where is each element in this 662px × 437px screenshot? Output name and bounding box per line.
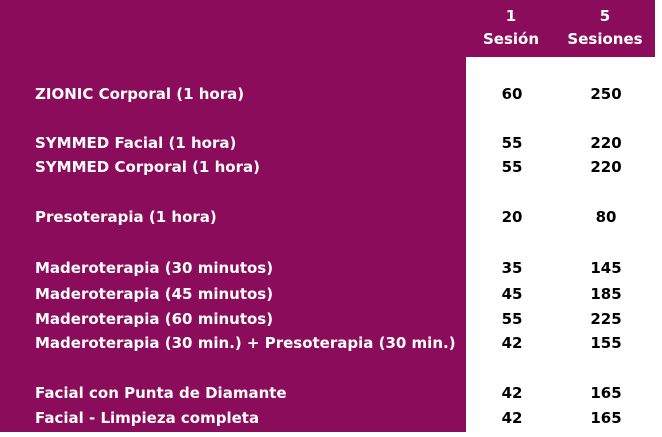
service-label: Presoterapia (1 hora)	[35, 208, 217, 226]
service-label: ZIONIC Corporal (1 hora)	[35, 85, 245, 103]
service-label: Maderoterapia (30 min.) + Presoterapia (…	[35, 334, 456, 352]
price-five-sessions: 165	[590, 384, 622, 402]
price-five-sessions: 80	[595, 208, 617, 226]
service-label: SYMMED Corporal (1 hora)	[35, 158, 260, 176]
header-one-session-label: Sesión	[482, 30, 540, 48]
price-one-session: 35	[501, 259, 523, 277]
price-one-session: 55	[501, 134, 523, 152]
price-five-sessions: 220	[590, 158, 622, 176]
price-five-sessions: 145	[590, 259, 622, 277]
header-one-session-number: 1	[505, 7, 517, 25]
header-background	[466, 0, 655, 57]
header-five-sessions-label: Sesiones	[567, 30, 643, 48]
price-five-sessions: 250	[590, 85, 622, 103]
price-one-session: 42	[501, 334, 523, 352]
service-label: Facial - Limpieza completa	[35, 409, 260, 427]
price-one-session: 42	[501, 409, 523, 427]
service-label: Maderoterapia (30 minutos)	[35, 259, 274, 277]
price-five-sessions: 225	[590, 310, 622, 328]
header-five-sessions: 5 Sesiones	[562, 5, 648, 51]
service-label: Facial con Punta de Diamante	[35, 384, 287, 402]
price-one-session: 55	[501, 158, 523, 176]
price-one-session: 20	[501, 208, 523, 226]
header-one-session: 1 Sesión	[480, 5, 542, 51]
price-five-sessions: 185	[590, 285, 622, 303]
service-label: Maderoterapia (60 minutos)	[35, 310, 274, 328]
price-five-sessions: 155	[590, 334, 622, 352]
price-one-session: 60	[501, 85, 523, 103]
price-one-session: 55	[501, 310, 523, 328]
service-label: SYMMED Facial (1 hora)	[35, 134, 237, 152]
price-one-session: 42	[501, 384, 523, 402]
header-five-sessions-number: 5	[599, 7, 611, 25]
price-five-sessions: 220	[590, 134, 622, 152]
price-table: 1 Sesión 5 Sesiones ZIONIC Corporal (1 h…	[0, 0, 655, 432]
service-column-background	[0, 0, 466, 432]
service-label: Maderoterapia (45 minutos)	[35, 285, 274, 303]
price-one-session: 45	[501, 285, 523, 303]
price-five-sessions: 165	[590, 409, 622, 427]
